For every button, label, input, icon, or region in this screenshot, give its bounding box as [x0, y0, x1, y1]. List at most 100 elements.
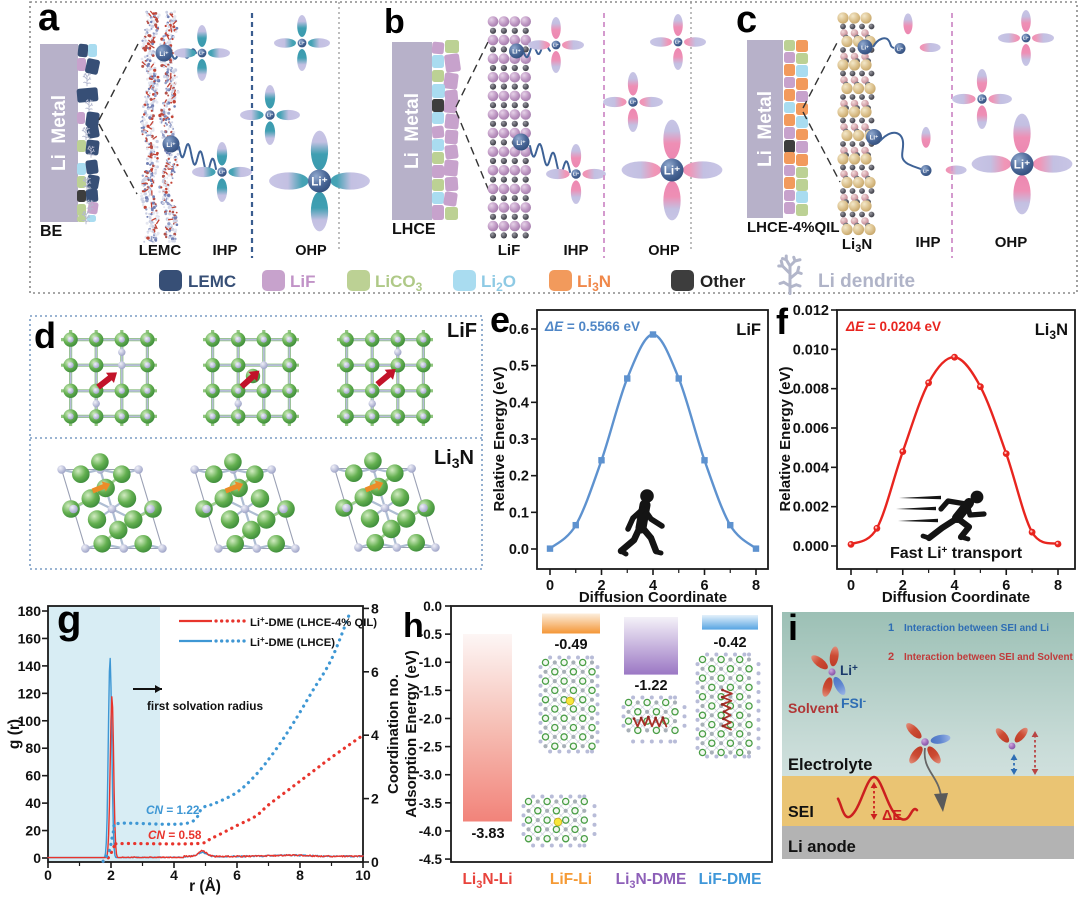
svg-text:40: 40 — [25, 795, 41, 811]
svg-text:LHCE: LHCE — [392, 221, 436, 238]
svg-text:Interaction between SEI and So: Interaction between SEI and Solvent — [904, 652, 1073, 663]
svg-text:Li dendrite: Li dendrite — [818, 271, 915, 292]
svg-text:Interaction between SEI and Li: Interaction between SEI and Li — [904, 623, 1049, 634]
svg-text:Coordination no.: Coordination no. — [385, 674, 402, 794]
svg-text:g (r): g (r) — [6, 719, 23, 749]
svg-text:Solvent: Solvent — [788, 700, 839, 716]
svg-text:Li Metal: Li Metal — [402, 93, 423, 169]
svg-text:-3.5: -3.5 — [419, 796, 443, 811]
svg-text:OHP: OHP — [648, 243, 680, 259]
svg-text:-2.5: -2.5 — [419, 740, 443, 755]
svg-text:Li⁺: Li⁺ — [516, 140, 526, 147]
svg-text:LiCO3: LiCO3 — [375, 272, 423, 294]
svg-text:0.004: 0.004 — [793, 460, 829, 476]
svg-text:ΔE = 0.0204 eV: ΔE = 0.0204 eV — [845, 319, 941, 334]
svg-text:Electrolyte: Electrolyte — [788, 756, 872, 774]
svg-text:-0.5: -0.5 — [419, 627, 443, 642]
svg-text:160: 160 — [18, 630, 42, 646]
svg-text:Relative Energy (eV): Relative Energy (eV) — [777, 366, 794, 511]
svg-text:0: 0 — [33, 850, 41, 866]
svg-text:IHP: IHP — [915, 234, 940, 251]
svg-text:180: 180 — [18, 603, 42, 619]
svg-text:Li⁺: Li⁺ — [159, 51, 169, 58]
svg-text:Relative Energy (eV): Relative Energy (eV) — [491, 366, 508, 511]
svg-text:Li Metal: Li Metal — [49, 95, 70, 171]
svg-text:2: 2 — [371, 791, 379, 807]
svg-text:60: 60 — [25, 768, 41, 784]
svg-text:g: g — [57, 598, 81, 642]
svg-text:OHP: OHP — [295, 243, 327, 259]
svg-text:Li⁺: Li⁺ — [870, 135, 879, 142]
svg-text:2: 2 — [107, 867, 115, 883]
svg-text:Li⁺: Li⁺ — [166, 142, 176, 149]
svg-text:SEI: SEI — [788, 804, 814, 821]
svg-text:0.010: 0.010 — [793, 342, 829, 358]
svg-text:6: 6 — [371, 664, 379, 680]
svg-text:-3.83: -3.83 — [471, 826, 504, 842]
svg-text:20: 20 — [25, 823, 41, 839]
svg-text:f: f — [776, 301, 789, 342]
svg-text:0.012: 0.012 — [793, 303, 829, 319]
svg-text:0.1: 0.1 — [509, 505, 529, 521]
svg-text:-1.5: -1.5 — [419, 683, 443, 698]
svg-text:LiF: LiF — [498, 242, 521, 259]
svg-text:8: 8 — [1054, 578, 1062, 594]
svg-text:-0.42: -0.42 — [713, 635, 746, 651]
svg-text:LiF: LiF — [447, 320, 477, 342]
svg-text:IHP: IHP — [563, 242, 588, 259]
svg-text:Li⁺: Li⁺ — [923, 169, 930, 174]
svg-text:4: 4 — [170, 867, 178, 883]
svg-text:0.4: 0.4 — [509, 395, 529, 411]
svg-text:0.2: 0.2 — [509, 469, 529, 485]
svg-text:0.0: 0.0 — [509, 542, 529, 558]
svg-text:LiF: LiF — [290, 272, 316, 291]
svg-text:IHP: IHP — [212, 242, 237, 259]
svg-text:Diffusion Coordinate: Diffusion Coordinate — [579, 589, 727, 606]
svg-text:LEMC: LEMC — [188, 272, 236, 291]
svg-text:0.000: 0.000 — [793, 539, 829, 555]
svg-text:120: 120 — [18, 685, 42, 701]
svg-text:LiF-DME: LiF-DME — [699, 871, 762, 888]
svg-text:Li⁺: Li⁺ — [897, 47, 904, 52]
svg-text:0.006: 0.006 — [793, 421, 829, 437]
svg-text:0.3: 0.3 — [509, 432, 529, 448]
svg-text:0: 0 — [371, 854, 379, 870]
svg-text:-0.49: -0.49 — [554, 637, 587, 653]
svg-text:-3.0: -3.0 — [419, 768, 442, 783]
svg-text:Fast Li+ transport: Fast Li+ transport — [890, 545, 1023, 562]
svg-text:Li⁺: Li⁺ — [664, 164, 681, 177]
svg-text:Li⁺: Li⁺ — [512, 49, 521, 56]
svg-text:Other: Other — [700, 272, 746, 291]
svg-text:10: 10 — [355, 867, 371, 883]
svg-text:0.008: 0.008 — [793, 382, 829, 398]
svg-text:-4.5: -4.5 — [419, 852, 443, 867]
svg-text:4: 4 — [371, 727, 379, 743]
svg-text:r (Å): r (Å) — [189, 878, 221, 895]
svg-text:Li anode: Li anode — [788, 838, 856, 856]
svg-text:Diffusion Coordinate: Diffusion Coordinate — [882, 589, 1030, 606]
svg-text:Li⁺: Li⁺ — [311, 175, 328, 188]
svg-text:Li⁺: Li⁺ — [861, 45, 869, 52]
svg-text:8: 8 — [296, 867, 304, 883]
svg-text:Li⁺: Li⁺ — [1014, 158, 1031, 171]
svg-text:6: 6 — [233, 867, 241, 883]
svg-text:8: 8 — [371, 600, 379, 616]
svg-text:OHP: OHP — [995, 234, 1028, 251]
svg-text:d: d — [34, 315, 56, 356]
svg-text:140: 140 — [18, 658, 42, 674]
svg-text:0: 0 — [44, 867, 52, 883]
svg-text:0.6: 0.6 — [509, 322, 529, 338]
svg-text:LiF: LiF — [736, 321, 761, 339]
svg-text:8: 8 — [752, 578, 760, 594]
svg-text:LEMC: LEMC — [139, 242, 182, 259]
svg-text:0.5: 0.5 — [509, 359, 529, 375]
svg-text:-1.0: -1.0 — [419, 655, 442, 670]
svg-text:1: 1 — [888, 622, 894, 634]
svg-text:b: b — [384, 3, 405, 41]
svg-text:e: e — [490, 299, 510, 340]
svg-text:CN = 0.58: CN = 0.58 — [148, 828, 202, 842]
svg-text:Li Metal: Li Metal — [755, 91, 776, 167]
svg-text:c: c — [736, 0, 757, 41]
svg-text:ΔE: ΔE — [882, 808, 902, 824]
svg-text:-4.0: -4.0 — [419, 824, 442, 839]
